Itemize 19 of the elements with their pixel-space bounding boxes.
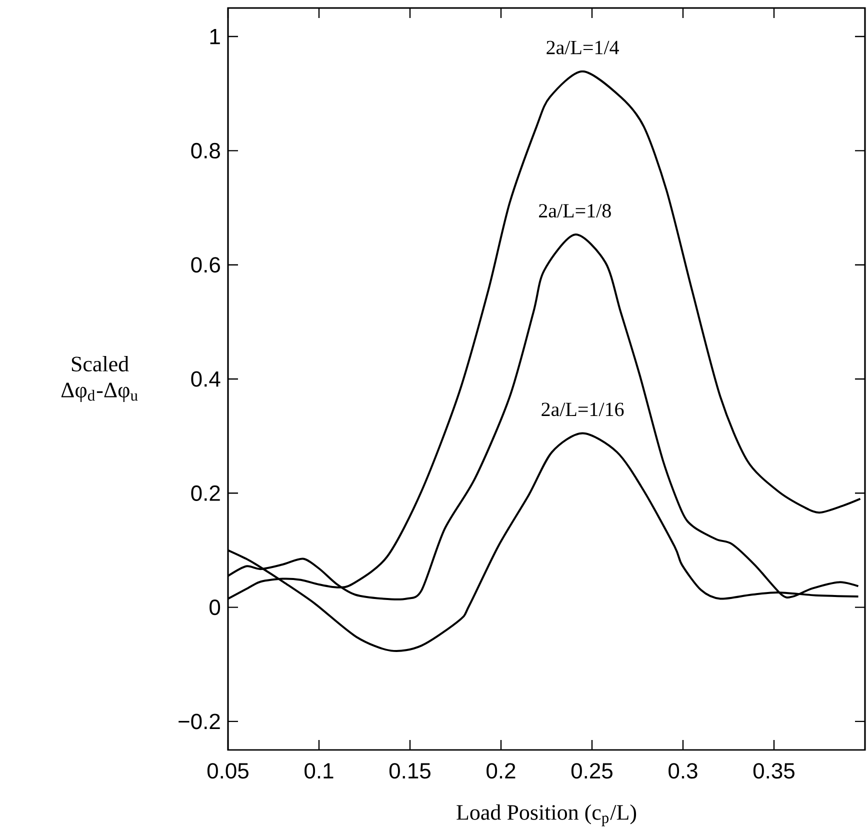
x-tick-label: 0.1	[304, 763, 334, 779]
x-tick-label: 0.05	[207, 763, 248, 779]
y-tick-label: 0.6	[191, 257, 220, 273]
x-axis-title: Load Position (c$_{p}$/L)	[456, 804, 636, 826]
x-tick-label: 0.2	[486, 763, 516, 779]
x-tick-label: 0.15	[389, 763, 430, 779]
y-tick-label: 0	[210, 600, 220, 616]
x-tick-label: 0.3	[668, 763, 698, 779]
y-tick-label: 1	[210, 29, 220, 44]
y-axis-title: Scaled Δφ$_{d}$-Δφ$_{u}$	[61, 356, 138, 402]
x-tick-label: 0.35	[753, 763, 794, 779]
y-tick-label: 0.2	[191, 485, 220, 502]
legend-label: 2a/L=1/4	[546, 40, 619, 54]
series-label: 2a/L=1/8	[539, 204, 611, 218]
y-tick-label: −0.2	[178, 714, 220, 730]
y-tick-label: 0.8	[191, 142, 220, 159]
x-tick-label: 0.25	[571, 763, 612, 779]
y-tick-label: 0.4	[191, 371, 220, 387]
series-label: 2a/L=1/16	[542, 402, 624, 416]
